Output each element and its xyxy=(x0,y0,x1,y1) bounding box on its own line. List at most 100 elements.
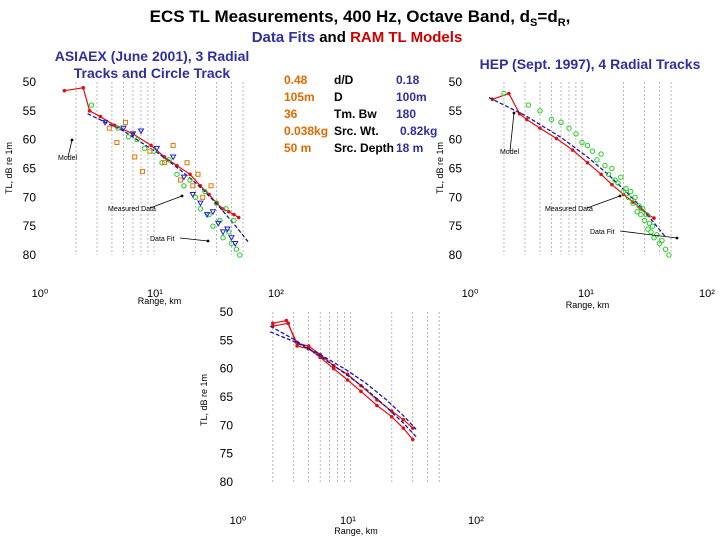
y-tick-label: 70 xyxy=(23,190,37,204)
data-point xyxy=(101,119,109,126)
data-point xyxy=(662,246,669,252)
series xyxy=(490,91,656,220)
y-tick-label: 70 xyxy=(449,190,463,204)
series xyxy=(101,119,239,247)
data-point xyxy=(501,90,507,97)
annotation-arrowhead xyxy=(70,138,74,142)
model-point xyxy=(554,136,559,141)
model-point xyxy=(286,321,291,326)
param-value: 180 xyxy=(396,107,416,121)
data-point xyxy=(120,125,127,132)
model-point xyxy=(359,389,363,394)
model-point xyxy=(401,426,406,430)
model-point xyxy=(232,212,236,217)
data-point xyxy=(666,252,672,258)
hep-chart: 50 55 60 65 70 75 80 10⁰ 10¹ 10² Range, km TL, dB r… xyxy=(435,75,715,310)
param-label: Src. Wt. xyxy=(334,124,379,138)
parameter-table: 0.48 105m 36 0.038kg 50 m d/D D Tm. Bw S… xyxy=(284,73,437,155)
model-point xyxy=(390,415,394,419)
model-point xyxy=(375,398,379,402)
data-point xyxy=(602,162,608,169)
data-point xyxy=(195,171,201,177)
param-value: 105m xyxy=(284,90,315,104)
data-point xyxy=(537,108,543,114)
data-point xyxy=(187,177,193,183)
model-point xyxy=(81,85,86,90)
model-point xyxy=(570,148,575,152)
model-point xyxy=(112,123,117,128)
data-point xyxy=(233,246,240,252)
x-tick-label: 10¹ xyxy=(340,515,356,527)
y-tick-label: 55 xyxy=(449,104,463,118)
data-point xyxy=(632,194,638,201)
data-point xyxy=(192,194,199,201)
data-point xyxy=(141,145,148,152)
y-tick-label: 75 xyxy=(449,219,463,233)
y-axis-label: TL, dB re 1m xyxy=(435,142,445,194)
series xyxy=(269,325,417,438)
annotation-arrowhead xyxy=(675,236,679,240)
y-tick-label: 75 xyxy=(23,219,37,233)
data-point xyxy=(209,209,217,216)
data-point xyxy=(628,188,634,195)
model-point xyxy=(652,216,656,220)
model-point xyxy=(236,215,241,220)
annotation-label: Measured Data xyxy=(108,206,156,213)
data-point xyxy=(115,125,121,131)
data-point xyxy=(646,220,653,226)
data-point xyxy=(594,157,600,163)
y-tick-label: 55 xyxy=(220,333,234,347)
data-point xyxy=(609,165,615,172)
data-point xyxy=(525,102,532,108)
data-point xyxy=(231,240,239,247)
series xyxy=(87,113,249,243)
y-tick-label: 50 xyxy=(220,305,234,319)
model-point xyxy=(524,117,529,122)
data-point xyxy=(224,226,231,233)
annotation-arrow xyxy=(67,139,73,158)
model-point xyxy=(410,437,415,442)
param-value: 0.18 xyxy=(396,73,420,87)
x-tick-label: 10² xyxy=(468,515,484,527)
data-point xyxy=(190,183,196,189)
annotation-arrow xyxy=(149,195,183,209)
data-point xyxy=(203,212,211,219)
x-tick-label: 10⁰ xyxy=(462,288,479,300)
param-value: 100m xyxy=(396,90,427,104)
data-point xyxy=(210,223,216,229)
y-tick-label: 65 xyxy=(23,162,37,176)
series xyxy=(269,331,417,430)
param-value: 18 m xyxy=(396,141,423,155)
data-point xyxy=(200,194,206,200)
data-point xyxy=(615,180,621,186)
param-value: 0.038kg xyxy=(284,124,328,138)
data-point xyxy=(129,131,137,138)
model-point xyxy=(538,126,542,130)
y-axis-label: TL, dB re 1m xyxy=(4,142,14,194)
model-point xyxy=(295,344,299,348)
data-point xyxy=(584,142,591,149)
y-tick-label: 70 xyxy=(220,418,234,432)
data-point xyxy=(197,206,204,212)
x-tick-label: 10² xyxy=(268,288,284,300)
series-line xyxy=(269,331,417,430)
annotation-arrow xyxy=(179,237,209,242)
data-point xyxy=(137,128,145,135)
annotation-label: Data Fit xyxy=(590,229,615,236)
annotation-label: Measured Data xyxy=(545,206,593,213)
combined-chart: 50 55 60 65 70 75 80 10⁰ 10¹ 10² Range, km TL, dB r… xyxy=(199,305,484,536)
data-point xyxy=(169,154,177,161)
data-point xyxy=(634,209,640,215)
data-point xyxy=(579,139,585,146)
data-point xyxy=(573,131,579,137)
model-point xyxy=(390,409,394,413)
data-point xyxy=(643,211,649,218)
data-point xyxy=(170,142,176,148)
annotation-arrowhead xyxy=(180,194,184,198)
series xyxy=(106,119,214,200)
y-tick-label: 80 xyxy=(449,248,463,262)
data-point xyxy=(649,223,656,229)
data-point xyxy=(220,235,226,241)
x-tick-label: 10¹ xyxy=(147,288,163,300)
asiaex-chart: 50 55 60 65 70 75 80 10⁰ 10¹ 10² Range, km TL, dB r… xyxy=(4,75,284,306)
